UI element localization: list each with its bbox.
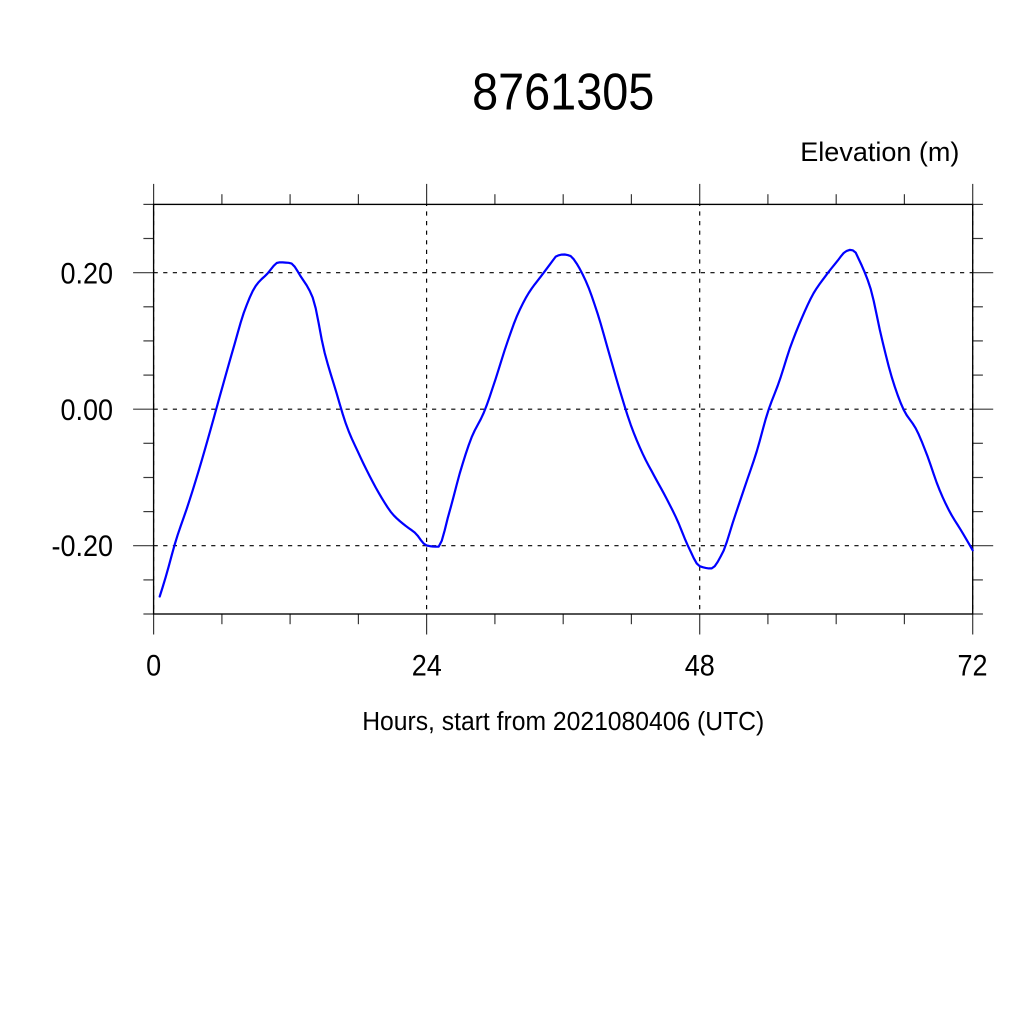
svg-text:0.00: 0.00 (60, 394, 113, 428)
svg-text:Hours, start from 2021080406 (: Hours, start from 2021080406 (UTC) (362, 707, 764, 736)
svg-text:24: 24 (412, 649, 442, 683)
svg-text:48: 48 (685, 649, 715, 683)
svg-text:72: 72 (957, 649, 987, 683)
svg-text:8761305: 8761305 (472, 63, 654, 121)
svg-text:0.20: 0.20 (60, 257, 113, 291)
svg-text:Elevation (m): Elevation (m) (800, 137, 959, 167)
svg-text:-0.20: -0.20 (52, 530, 113, 564)
svg-text:0: 0 (146, 649, 161, 683)
